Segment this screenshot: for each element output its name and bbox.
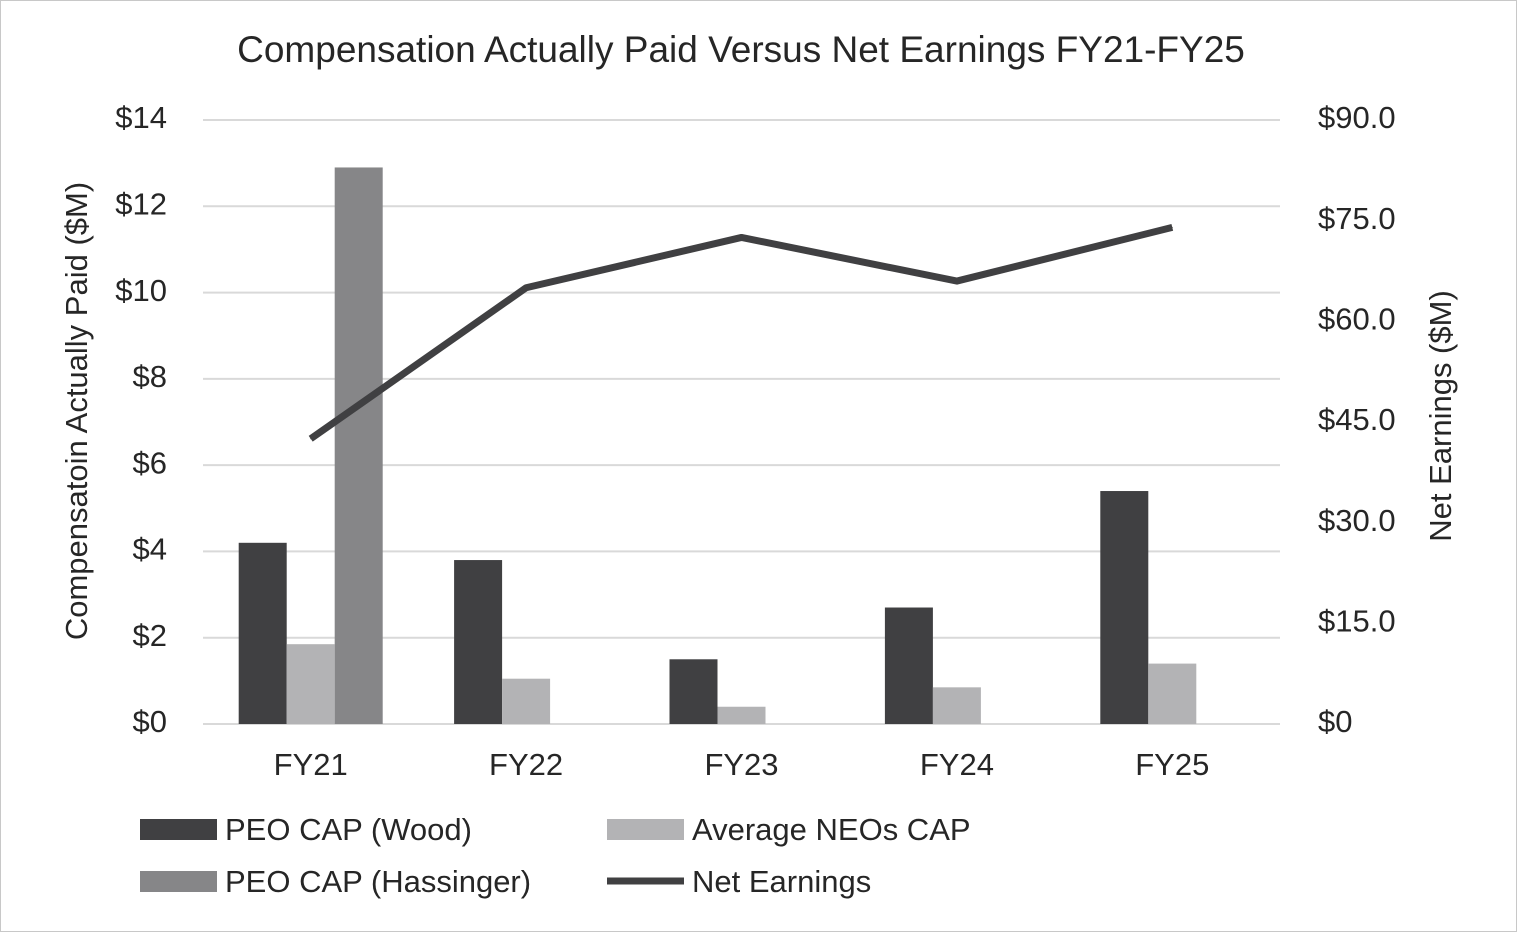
left-tick-label: $10 [115,273,167,308]
right-tick-label: $0 [1318,704,1352,739]
bar-peo-cap-wood-fy25 [1100,491,1149,724]
legend-swatch-peo-hassinger [140,871,217,892]
right-tick-label: $45.0 [1318,402,1396,437]
x-tick-label: FY25 [1135,747,1209,782]
legend-swatch-average-neos [607,819,684,840]
bar-peo-cap-hassinger-fy21 [334,167,383,724]
legend-label-average-neos: Average NEOs CAP [692,812,971,847]
legend-label-peo-wood: PEO CAP (Wood) [225,812,472,847]
right-tick-label: $60.0 [1318,302,1396,337]
legend-label-net-earnings: Net Earnings [692,864,871,899]
point-net-earnings-fy24 [956,280,958,282]
left-tick-label: $12 [115,186,167,221]
legend: PEO CAP (Wood) Average NEOs CAP PEO CAP … [140,812,971,899]
x-tick-label: FY23 [704,747,778,782]
right-tick-label: $15.0 [1318,604,1396,639]
right-tick-label: $30.0 [1318,503,1396,538]
left-axis-ticks: $0 $2 $4 $6 $8 $10 $12 $14 [115,100,167,739]
legend-swatch-peo-wood [140,819,217,840]
right-tick-label: $90.0 [1318,100,1396,135]
left-tick-label: $2 [133,618,167,653]
bar-peo-cap-wood-fy22 [454,560,503,724]
left-tick-label: $8 [133,359,167,394]
x-tick-label: FY21 [274,747,348,782]
right-tick-label: $75.0 [1318,201,1396,236]
bar-peo-cap-wood-fy23 [669,659,718,724]
bar-average-neos-cap-fy23 [717,706,766,724]
bar-average-neos-cap-fy24 [932,687,981,724]
bar-average-neos-cap-fy22 [502,678,551,724]
left-tick-label: $6 [133,445,167,480]
bar-average-neos-cap-fy21 [286,644,335,724]
point-net-earnings-fy22 [525,287,527,289]
line-net-earnings [308,223,1174,442]
left-tick-label: $0 [133,704,167,739]
point-net-earnings-fy21 [310,438,312,440]
right-axis-title: Net Earnings ($M) [1423,290,1458,542]
chart-title: Compensation Actually Paid Versus Net Ea… [237,29,1245,70]
point-net-earnings-fy25 [1171,226,1173,228]
left-tick-label: $14 [115,100,167,135]
left-tick-label: $4 [133,532,167,567]
bars [238,167,1197,724]
bar-peo-cap-wood-fy24 [884,607,933,724]
right-axis-ticks: $0 $15.0 $30.0 $45.0 $60.0 $75.0 $90.0 [1318,100,1396,739]
bar-peo-cap-wood-fy21 [238,542,287,724]
legend-label-peo-hassinger: PEO CAP (Hassinger) [225,864,531,899]
net-earnings-line-group [308,223,1174,442]
x-tick-label: FY22 [489,747,563,782]
bar-average-neos-cap-fy25 [1148,663,1197,724]
x-tick-label: FY24 [920,747,994,782]
point-net-earnings-fy23 [741,236,742,238]
x-axis-ticks: FY21 FY22 FY23 FY24 FY25 [274,747,1210,782]
left-axis-title: Compensatoin Actually Paid ($M) [59,182,94,640]
